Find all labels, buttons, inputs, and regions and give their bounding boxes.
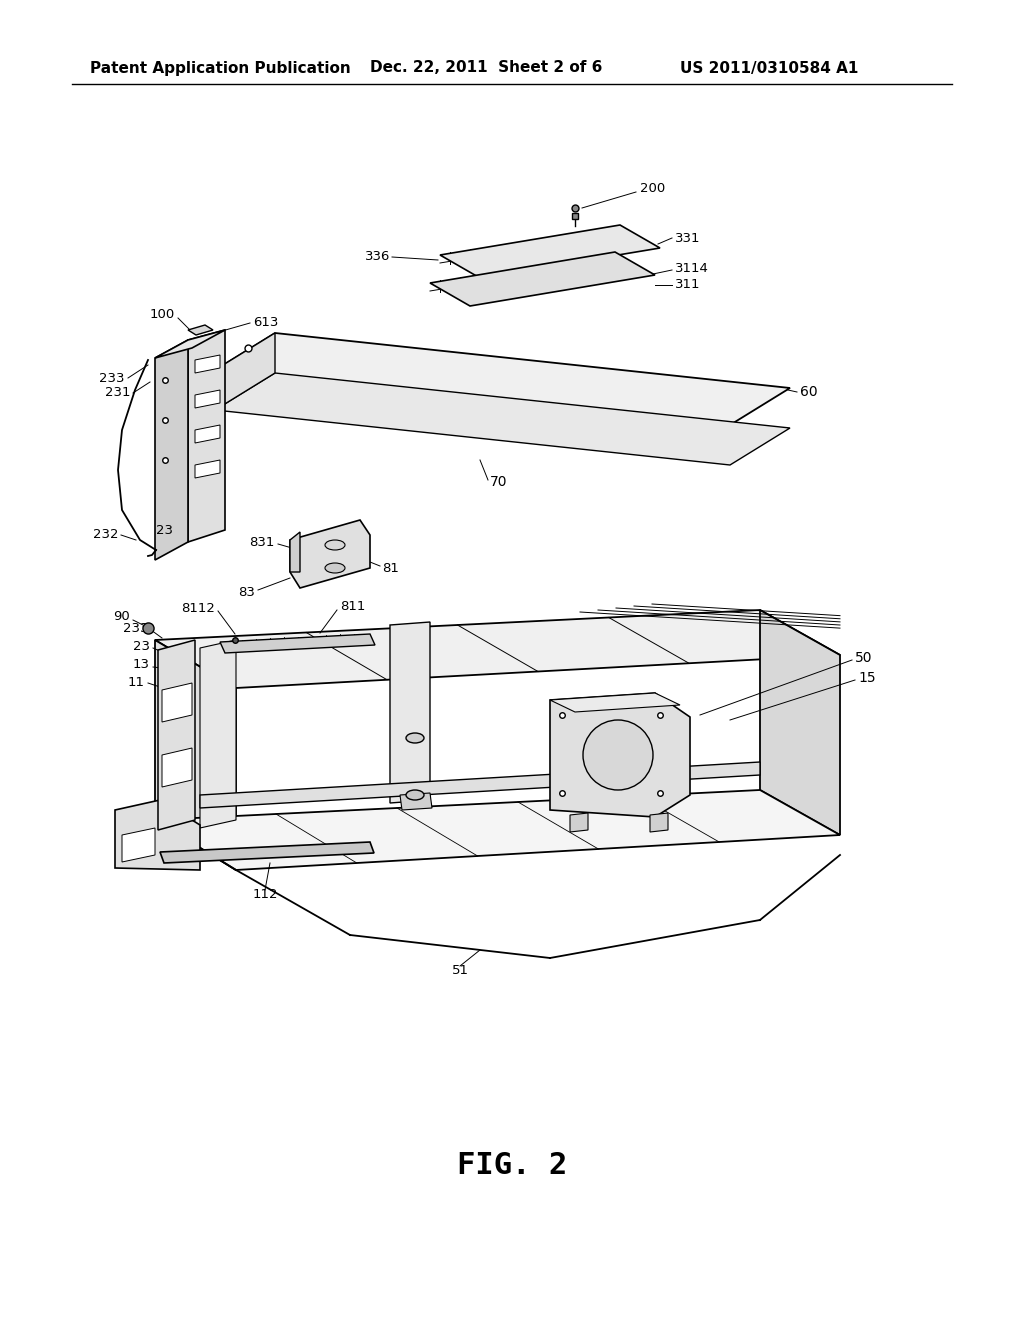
Text: 232: 232 <box>92 528 118 541</box>
Polygon shape <box>570 813 588 832</box>
Polygon shape <box>550 693 680 711</box>
Ellipse shape <box>406 733 424 743</box>
Polygon shape <box>290 532 300 572</box>
Polygon shape <box>760 610 840 836</box>
Text: 81: 81 <box>382 561 399 574</box>
Text: Patent Application Publication: Patent Application Publication <box>90 61 351 75</box>
Polygon shape <box>195 389 220 408</box>
Polygon shape <box>195 425 220 444</box>
Text: 15: 15 <box>858 671 876 685</box>
Text: 51: 51 <box>452 964 469 977</box>
Text: Dec. 22, 2011  Sheet 2 of 6: Dec. 22, 2011 Sheet 2 of 6 <box>370 61 602 75</box>
Text: 23: 23 <box>156 524 173 536</box>
Polygon shape <box>162 682 193 722</box>
Polygon shape <box>155 789 840 870</box>
Polygon shape <box>155 610 840 688</box>
Text: 8112: 8112 <box>181 602 215 615</box>
Polygon shape <box>195 459 220 478</box>
Polygon shape <box>550 693 690 817</box>
Polygon shape <box>200 762 760 808</box>
Polygon shape <box>650 813 668 832</box>
Text: 60: 60 <box>800 385 817 399</box>
Polygon shape <box>155 341 188 560</box>
Text: 231: 231 <box>104 385 130 399</box>
Text: 831: 831 <box>250 536 275 549</box>
Text: 811: 811 <box>340 601 366 614</box>
Polygon shape <box>195 355 220 374</box>
Text: US 2011/0310584 A1: US 2011/0310584 A1 <box>680 61 858 75</box>
Text: 3114: 3114 <box>675 261 709 275</box>
Polygon shape <box>188 325 213 335</box>
Text: 112: 112 <box>252 888 278 902</box>
Polygon shape <box>220 634 375 653</box>
Polygon shape <box>200 640 236 828</box>
Text: FIG. 2: FIG. 2 <box>457 1151 567 1180</box>
Polygon shape <box>155 330 225 358</box>
Polygon shape <box>215 333 790 425</box>
Text: 83: 83 <box>239 586 255 598</box>
Ellipse shape <box>583 719 653 789</box>
Text: 311: 311 <box>675 279 700 292</box>
Text: 331: 331 <box>675 231 700 244</box>
Polygon shape <box>188 330 225 543</box>
Text: 90: 90 <box>114 610 130 623</box>
Polygon shape <box>158 640 195 830</box>
Polygon shape <box>215 374 790 465</box>
Text: 70: 70 <box>490 475 508 488</box>
Text: 100: 100 <box>150 309 175 322</box>
Polygon shape <box>155 640 236 870</box>
Polygon shape <box>390 622 430 803</box>
Text: 11: 11 <box>128 676 145 689</box>
Polygon shape <box>115 800 200 870</box>
Polygon shape <box>215 333 275 411</box>
Polygon shape <box>400 793 432 810</box>
Text: 23: 23 <box>133 639 150 652</box>
Polygon shape <box>430 252 655 306</box>
Polygon shape <box>162 748 193 787</box>
Polygon shape <box>122 828 155 862</box>
Text: 336: 336 <box>365 251 390 264</box>
Polygon shape <box>290 520 370 587</box>
Text: 50: 50 <box>855 651 872 665</box>
Text: 233: 233 <box>99 371 125 384</box>
Polygon shape <box>160 842 374 863</box>
Text: 200: 200 <box>640 181 666 194</box>
Ellipse shape <box>325 564 345 573</box>
Ellipse shape <box>325 540 345 550</box>
Text: 13: 13 <box>133 659 150 672</box>
Text: 613: 613 <box>253 315 279 329</box>
Text: 233: 233 <box>123 622 148 635</box>
Polygon shape <box>440 224 660 279</box>
Ellipse shape <box>406 789 424 800</box>
